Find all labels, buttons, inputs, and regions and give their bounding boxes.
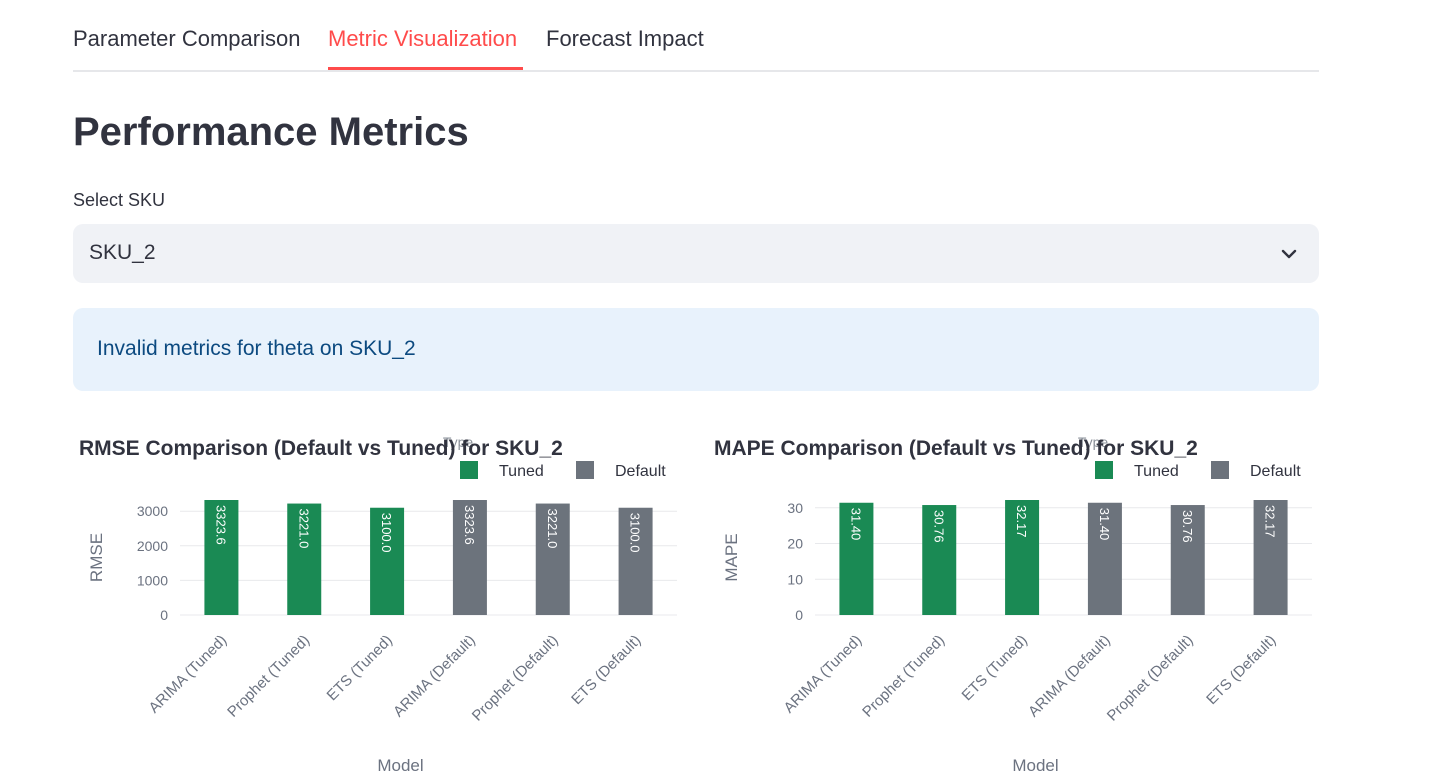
mape-chart-bar-arima-default — [1087, 502, 1122, 615]
mape-chart-data-label: 32.17 — [1263, 505, 1278, 538]
info-alert-text: Invalid metrics for theta on SKU_2 — [97, 337, 416, 360]
mape-chart-xtick-label: Prophet (Tuned) — [859, 632, 948, 721]
mape-chart-title: MAPE Comparison (Default vs Tuned) for S… — [714, 437, 1198, 460]
rmse-chart-bar-arima-default — [452, 500, 487, 615]
tab-forecast-impact[interactable]: Forecast Impact — [546, 26, 704, 51]
mape-chart-xtick-label: Prophet (Default) — [1104, 632, 1197, 725]
mape-chart: 0 10 20 30 MAPE 31.40 ARIMA (Tuned) 30.76 Prophe… — [705, 420, 1325, 784]
tab-metric-visualization[interactable]: Metric Visualization — [328, 26, 518, 51]
rmse-chart-ytick-label: 3000 — [137, 503, 168, 519]
mape-chart-data-label: 30.76 — [1180, 510, 1195, 543]
mape-chart-ytick-label: 0 — [795, 607, 803, 623]
mape-chart-data-label: 31.40 — [1097, 508, 1112, 541]
rmse-chart-legend-swatch-default — [576, 461, 594, 479]
rmse-chart-xtick-label: Prophet (Default) — [469, 632, 562, 725]
rmse-chart-title: RMSE Comparison (Default vs Tuned) for S… — [79, 437, 563, 460]
rmse-chart-xtick-label: ARIMA (Default) — [390, 632, 479, 721]
sku-select-value: SKU_2 — [89, 241, 156, 264]
rmse-chart-data-label: 3100.0 — [379, 513, 394, 553]
rmse-chart-bar-prophet-tuned — [287, 503, 322, 615]
rmse-chart-data-label: 3221.0 — [545, 509, 560, 549]
rmse-chart-bar-arima-tuned — [204, 500, 239, 615]
rmse-chart-bar-ets-tuned — [370, 507, 405, 615]
mape-chart-ytick-label: 20 — [787, 536, 803, 552]
mape-chart-xlabel: Model — [1012, 756, 1058, 775]
rmse-chart-xtick-label: ETS (Default) — [568, 632, 644, 708]
mape-chart-bar-arima-tuned — [839, 502, 874, 615]
sku-select[interactable]: SKU_2 — [73, 224, 1319, 283]
mape-chart-ylabel: MAPE — [722, 533, 741, 581]
rmse-chart-bar-prophet-default — [535, 503, 570, 615]
rmse-chart-svg: 0 1000 2000 3000 RMSE 3323.6 ARIMA (Tuned) 3221… — [79, 434, 677, 775]
rmse-chart-ytick-label: 1000 — [137, 572, 168, 588]
rmse-chart-legend-swatch-tuned — [460, 461, 478, 479]
mape-chart-xtick-label: ARIMA (Tuned) — [781, 632, 866, 717]
rmse-chart-data-label: 3221.0 — [296, 509, 311, 549]
mape-chart-bar-prophet-tuned — [922, 505, 957, 615]
mape-chart-xtick-label: ETS (Tuned) — [959, 632, 1031, 704]
mape-chart-ytick-label: 30 — [787, 500, 803, 516]
rmse-chart-legend-title: Type — [443, 434, 474, 450]
mape-chart-svg: 0 10 20 30 MAPE 31.40 ARIMA (Tuned) 30.76 Prophe… — [714, 434, 1312, 775]
mape-chart-data-label: 32.17 — [1014, 505, 1029, 538]
rmse-chart-xlabel: Model — [377, 756, 423, 775]
page-title: Performance Metrics — [73, 110, 469, 154]
mape-chart-data-label: 31.40 — [848, 508, 863, 541]
tab-parameter-comparison[interactable]: Parameter Comparison — [73, 26, 301, 51]
rmse-chart-bar-ets-default — [618, 507, 653, 615]
rmse-chart-xtick-label: ETS (Tuned) — [324, 632, 396, 704]
mape-chart-legend-title: Type — [1078, 434, 1109, 450]
mape-chart-legend-swatch-default — [1211, 461, 1229, 479]
mape-chart-xtick-label: ARIMA (Default) — [1025, 632, 1114, 721]
info-alert: Invalid metrics for theta on SKU_2 — [73, 308, 1319, 391]
rmse-chart-ylabel: RMSE — [87, 533, 106, 582]
mape-chart-data-label: 30.76 — [931, 510, 946, 543]
mape-chart-bar-ets-tuned — [1005, 500, 1040, 615]
mape-chart-bar-ets-default — [1253, 500, 1288, 615]
rmse-chart-ytick-label: 0 — [160, 607, 168, 623]
rmse-chart-legend-label-default: Default — [615, 463, 666, 480]
rmse-chart-xtick-label: ARIMA (Tuned) — [146, 632, 231, 717]
mape-chart-ytick-label: 10 — [787, 571, 803, 587]
rmse-chart-data-label: 3100.0 — [628, 513, 643, 553]
select-sku-label: Select SKU — [73, 190, 166, 210]
rmse-chart-legend-label-tuned: Tuned — [499, 463, 544, 480]
mape-chart-bar-prophet-default — [1170, 505, 1205, 615]
rmse-chart: 0 1000 2000 3000 RMSE 3323.6 ARIMA (Tuned) 3221… — [70, 420, 690, 784]
rmse-chart-data-label: 3323.6 — [462, 505, 477, 545]
tab-bar: Parameter Comparison Metric Visualizatio… — [73, 0, 1319, 72]
mape-chart-legend-label-default: Default — [1250, 463, 1301, 480]
rmse-chart-data-label: 3323.6 — [213, 505, 228, 545]
mape-chart-legend-swatch-tuned — [1095, 461, 1113, 479]
active-tab-indicator — [328, 67, 523, 70]
mape-chart-xtick-label: ETS (Default) — [1203, 632, 1279, 708]
rmse-chart-xtick-label: Prophet (Tuned) — [224, 632, 313, 721]
rmse-chart-ytick-label: 2000 — [137, 538, 168, 554]
chevron-down-icon — [1281, 249, 1297, 259]
mape-chart-legend-label-tuned: Tuned — [1134, 463, 1179, 480]
